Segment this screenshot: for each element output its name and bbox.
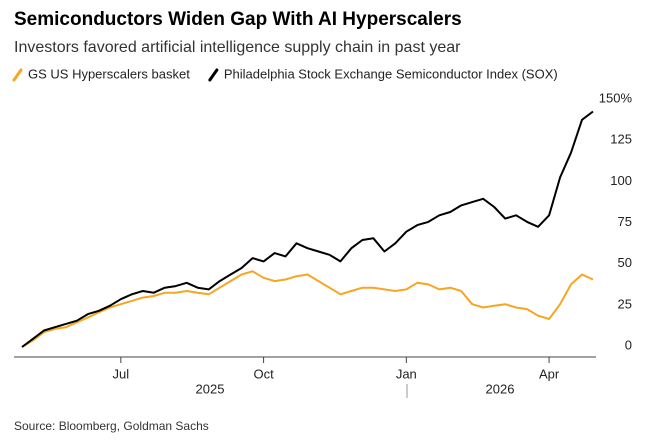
y-tick-label: 150% (599, 90, 633, 105)
legend-swatch (208, 68, 219, 82)
y-tick-label: 0 (625, 337, 632, 352)
x-tick-label: Apr (539, 366, 560, 381)
y-tick-label: 25 (618, 296, 632, 311)
y-tick-label: 100 (610, 173, 632, 188)
chart-title: Semiconductors Widen Gap With AI Hypersc… (14, 9, 462, 30)
x-tick-label: Jan (396, 366, 417, 381)
series-line (21, 270, 594, 348)
x-tick-label: Jul (113, 366, 130, 381)
chart-subtitle: Investors favored artificial intelligenc… (14, 39, 461, 56)
series-line (21, 110, 594, 348)
y-tick-label: 125 (610, 132, 632, 147)
y-tick-label: 50 (618, 255, 632, 270)
year-label: 2026 (486, 381, 515, 396)
legend-swatch (12, 68, 23, 82)
source: Source: Bloomberg, Goldman Sachs (14, 419, 209, 433)
y-tick-label: 75 (618, 214, 632, 229)
x-tick-label: Oct (253, 366, 274, 381)
year-label: 2025 (196, 381, 225, 396)
legend-label: Philadelphia Stock Exchange Semiconducto… (224, 66, 558, 81)
legend-label: GS US Hyperscalers basket (28, 66, 190, 81)
